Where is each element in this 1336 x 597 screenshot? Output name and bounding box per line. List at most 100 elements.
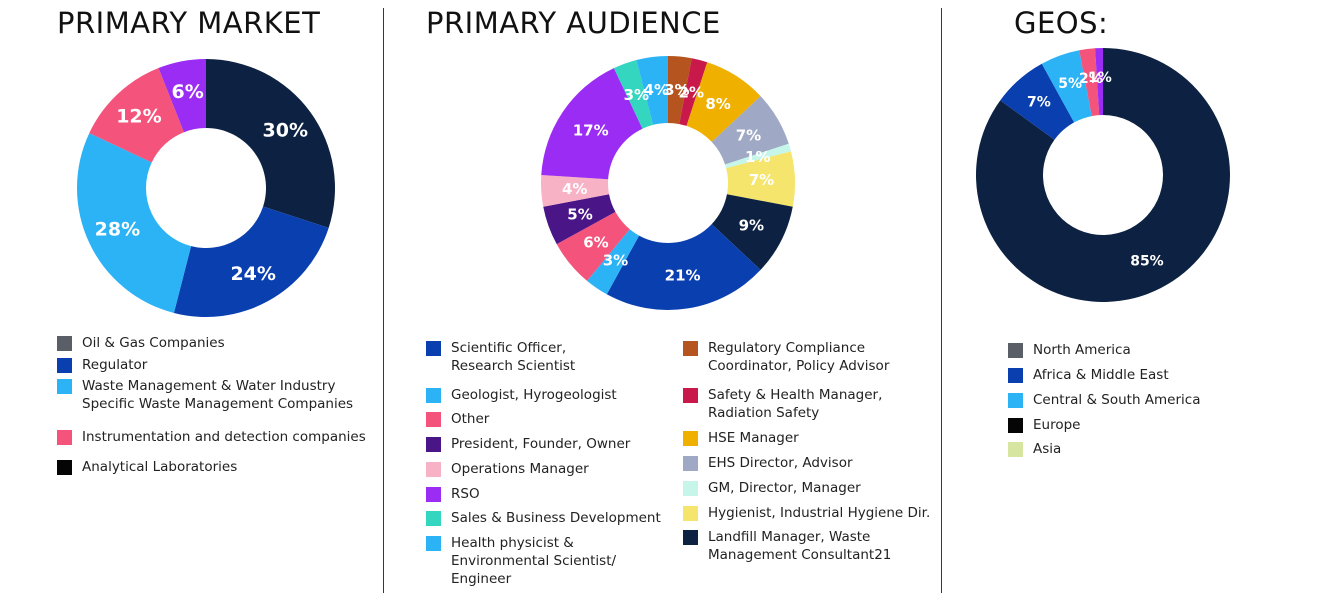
primary-market-legend-item: Regulator bbox=[57, 356, 147, 374]
legend-swatch bbox=[1008, 418, 1023, 433]
legend-swatch bbox=[426, 462, 441, 477]
primary-audience-slice-label: 8% bbox=[705, 95, 730, 113]
geos-slice bbox=[1095, 48, 1103, 116]
legend-label: Geologist, Hyrogeologist bbox=[451, 387, 617, 403]
primary-audience-slice-label: 4% bbox=[562, 180, 587, 198]
primary-audience-slice-label: 2% bbox=[679, 83, 704, 101]
legend-swatch bbox=[426, 437, 441, 452]
primary-audience-slice bbox=[668, 56, 692, 125]
legend-swatch bbox=[426, 536, 441, 551]
legend-swatch bbox=[683, 431, 698, 446]
primary-audience-slice bbox=[711, 96, 789, 165]
legend-swatch bbox=[426, 412, 441, 427]
legend-swatch bbox=[683, 506, 698, 521]
geos-legend-item: Africa & Middle East bbox=[1008, 366, 1169, 384]
primary-market-legend-item: Waste Management & Water Industry Specif… bbox=[57, 377, 353, 413]
primary-audience-legend-item: GM, Director, Manager bbox=[683, 479, 861, 497]
primary-audience-legend-item: Regulatory Compliance Coordinator, Polic… bbox=[683, 339, 889, 375]
legend-swatch bbox=[57, 430, 72, 445]
geos-legend-item: North America bbox=[1008, 341, 1131, 359]
legend-swatch bbox=[57, 358, 72, 373]
primary-audience-legend-item: Other bbox=[426, 410, 489, 428]
geos-donut-chart: 85% 7% 5%2%1% bbox=[976, 48, 1231, 303]
primary-market-slice-label: 12% bbox=[116, 106, 161, 128]
legend-swatch bbox=[57, 336, 72, 351]
primary-audience-slice-label: 3% bbox=[603, 251, 628, 269]
legend-label: EHS Director, Advisor bbox=[708, 455, 853, 471]
divider-right bbox=[941, 8, 942, 593]
geos-slice-label: 2% bbox=[1079, 71, 1103, 87]
geos-title: GEOS: bbox=[1014, 6, 1109, 40]
geos-legend-item: Central & South America bbox=[1008, 391, 1200, 409]
primary-audience-slice bbox=[613, 59, 654, 129]
primary-audience-legend-item: EHS Director, Advisor bbox=[683, 454, 853, 472]
legend-label: Health physicist & Environmental Scienti… bbox=[451, 535, 617, 587]
primary-audience-slice bbox=[636, 56, 668, 125]
primary-audience-legend-item: Landfill Manager, Waste Management Consu… bbox=[683, 528, 891, 564]
legend-label: HSE Manager bbox=[708, 430, 799, 446]
geos-slice-label: 7% bbox=[1027, 94, 1051, 110]
legend-label: Waste Management & Water Industry Specif… bbox=[82, 378, 354, 412]
legend-swatch bbox=[426, 388, 441, 403]
primary-market-legend-item: Oil & Gas Companies bbox=[57, 334, 225, 352]
legend-label: Regulator bbox=[82, 357, 148, 373]
legend-swatch bbox=[683, 341, 698, 356]
primary-audience-slice bbox=[606, 224, 761, 311]
primary-audience-slice-label: 1% bbox=[745, 148, 770, 166]
legend-label: GM, Director, Manager bbox=[708, 480, 861, 496]
legend-swatch bbox=[57, 379, 72, 394]
legend-label: RSO bbox=[451, 486, 480, 502]
primary-market-legend-item: Instrumentation and detection companies bbox=[57, 428, 366, 446]
primary-audience-slice-label: 5% bbox=[567, 206, 592, 224]
geos-legend-item: Europe bbox=[1008, 416, 1080, 434]
legend-swatch bbox=[57, 460, 72, 475]
primary-audience-legend-item: HSE Manager bbox=[683, 429, 799, 447]
primary-audience-legend-item: Hygienist, Industrial Hygiene Dir. bbox=[683, 504, 930, 522]
geos-slice-label: 85% bbox=[1130, 253, 1164, 269]
geos-legend-item: Asia bbox=[1008, 440, 1061, 458]
primary-audience-slice-label: 3% bbox=[624, 86, 649, 104]
primary-audience-slice bbox=[541, 175, 610, 207]
primary-audience-slice-label: 3% bbox=[664, 81, 689, 99]
primary-market-slice-label: 30% bbox=[263, 119, 308, 141]
primary-audience-slice bbox=[726, 151, 795, 207]
primary-market-slice-label: 28% bbox=[95, 219, 140, 241]
primary-audience-legend-item: Geologist, Hyrogeologist bbox=[426, 386, 617, 404]
legend-label: Regulatory Compliance Coordinator, Polic… bbox=[708, 340, 890, 374]
geos-slice bbox=[1041, 50, 1092, 123]
primary-audience-slice-label: 7% bbox=[736, 126, 761, 144]
legend-label: Sales & Business Development bbox=[451, 510, 661, 526]
primary-audience-slice bbox=[543, 194, 616, 245]
primary-audience-slice bbox=[686, 62, 761, 142]
legend-label: Africa & Middle East bbox=[1033, 367, 1169, 383]
legend-swatch bbox=[683, 456, 698, 471]
legend-label: Landfill Manager, Waste Management Consu… bbox=[708, 529, 892, 563]
primary-audience-slice bbox=[679, 58, 708, 126]
legend-label: Hygienist, Industrial Hygiene Dir. bbox=[708, 505, 931, 521]
primary-audience-slice bbox=[725, 143, 792, 169]
primary-audience-legend-item: Operations Manager bbox=[426, 460, 589, 478]
primary-audience-legend-item: RSO bbox=[426, 485, 480, 503]
primary-audience-legend-item: President, Founder, Owner bbox=[426, 435, 630, 453]
legend-swatch bbox=[1008, 393, 1023, 408]
divider-left bbox=[383, 8, 384, 593]
geos-slice-label: 1% bbox=[1088, 70, 1112, 86]
legend-label: Other bbox=[451, 411, 490, 427]
primary-audience-slice bbox=[711, 194, 793, 270]
primary-audience-slice-label: 21% bbox=[665, 266, 701, 284]
legend-swatch bbox=[426, 487, 441, 502]
primary-market-slice bbox=[77, 133, 192, 313]
legend-label: Europe bbox=[1033, 417, 1081, 433]
legend-label: President, Founder, Owner bbox=[451, 436, 631, 452]
primary-audience-slice-label: 4% bbox=[644, 81, 669, 99]
primary-audience-legend-item: Health physicist & Environmental Scienti… bbox=[426, 534, 616, 588]
legend-label: Oil & Gas Companies bbox=[82, 335, 225, 351]
primary-market-legend-item: Analytical Laboratories bbox=[57, 458, 237, 476]
geos-slice-label: 5% bbox=[1058, 76, 1082, 92]
primary-audience-slice-label: 7% bbox=[749, 171, 774, 189]
legend-swatch bbox=[1008, 343, 1023, 358]
legend-label: Central & South America bbox=[1033, 392, 1201, 408]
primary-market-slice bbox=[89, 68, 184, 163]
primary-market-slice bbox=[158, 59, 206, 133]
legend-label: Analytical Laboratories bbox=[82, 459, 238, 475]
